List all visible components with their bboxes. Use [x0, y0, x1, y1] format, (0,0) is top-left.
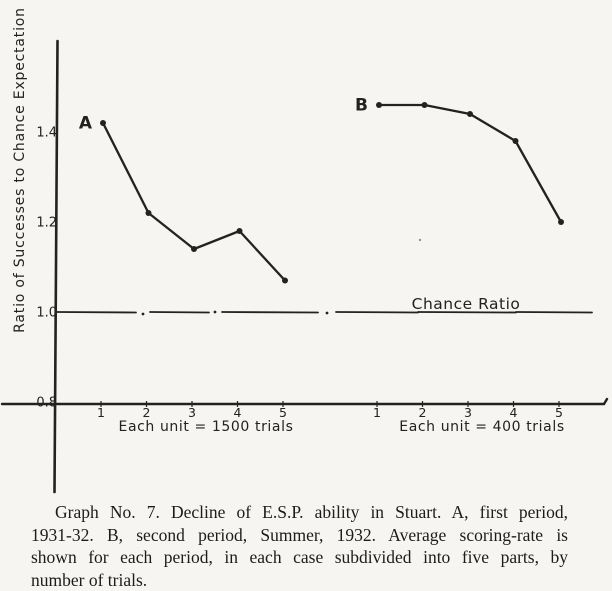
data-point [376, 102, 382, 108]
x-axis-line [2, 399, 607, 404]
series-a-line [103, 123, 285, 281]
series-b-line [379, 105, 561, 222]
chance-ratio-dot [142, 313, 145, 316]
chance-ratio-dot [214, 311, 217, 314]
chance-ratio-label: Chance Ratio [412, 295, 521, 313]
scanned-graph-figure: Ratio of Successes to Chance Expectation… [0, 0, 612, 574]
scan-speck [419, 239, 421, 241]
series-label: B [355, 96, 368, 116]
x-tick-label: 4 [234, 405, 242, 420]
data-point [282, 278, 288, 284]
caption-line: 1931-32. B, second period, Summer, 1932.… [31, 524, 568, 547]
x-tick-label: 3 [188, 405, 196, 420]
x-tick-label: 2 [419, 405, 427, 420]
x-tick-label: 1 [97, 405, 105, 420]
chance-ratio-line-segment [150, 312, 209, 313]
chance-ratio-line-segment [336, 312, 418, 313]
y-axis-label: Ratio of Successes to Chance Expectation [12, 7, 28, 333]
y-tick-label: 1.2 [36, 216, 57, 231]
data-point [237, 228, 243, 234]
chance-ratio-line-segment [57, 312, 136, 313]
x-tick-label: 3 [464, 405, 472, 420]
x-tick-label: 1 [373, 405, 381, 420]
chance-ratio-dot [326, 312, 329, 315]
x-tick-label: 5 [555, 405, 563, 420]
chance-ratio-line-segment [222, 312, 318, 313]
data-point [422, 102, 428, 108]
y-axis-line [55, 41, 58, 492]
unit-label: Each unit = 1500 trials [119, 419, 294, 435]
chance-ratio-line-segment [516, 312, 592, 313]
series-label: A [79, 114, 93, 134]
data-point [467, 111, 473, 117]
unit-label: Each unit = 400 trials [399, 419, 564, 435]
chart-canvas: Ratio of Successes to Chance Expectation… [0, 0, 612, 500]
data-point [558, 219, 564, 225]
data-point [513, 138, 519, 144]
y-tick-label: 1.4 [36, 126, 57, 141]
figure-caption: Graph No. 7. Decline of E.S.P. ability i… [31, 501, 568, 591]
data-point [191, 246, 197, 252]
caption-line: number of trials. [31, 569, 568, 591]
x-tick-label: 5 [279, 405, 287, 420]
data-point [146, 210, 152, 216]
caption-line: shown for each period, in each case subd… [31, 546, 568, 569]
y-tick-label: 0.8 [36, 396, 57, 411]
y-tick-label: 1.0 [36, 306, 57, 321]
x-tick-label: 2 [143, 405, 151, 420]
caption-line: Graph No. 7. Decline of E.S.P. ability i… [31, 501, 568, 524]
data-point [100, 120, 106, 126]
x-tick-label: 4 [510, 405, 518, 420]
